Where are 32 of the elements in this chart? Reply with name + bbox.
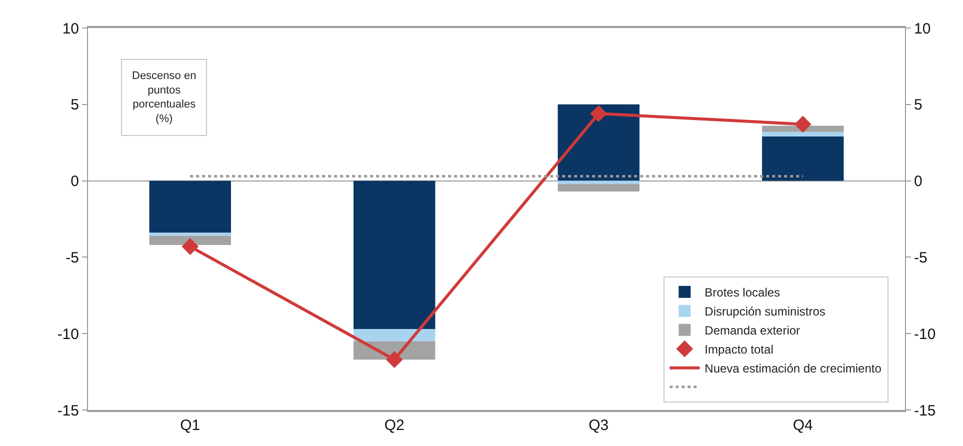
y-tick-label: 10 bbox=[62, 20, 79, 38]
bar bbox=[149, 180, 231, 233]
bar bbox=[149, 232, 231, 236]
y-tick-label: 0 bbox=[70, 173, 79, 190]
y2-tick-label: 5 bbox=[914, 96, 922, 114]
y2-tick-label: -10 bbox=[914, 326, 936, 343]
bar bbox=[762, 132, 844, 136]
bar bbox=[354, 329, 436, 342]
x-tick-label: Q3 bbox=[588, 416, 609, 434]
legend-label: Brotes locales bbox=[704, 286, 780, 300]
legend-label: Nueva estimación de crecimiento bbox=[704, 362, 882, 376]
bar bbox=[762, 136, 844, 181]
legend-label: Disrupción suministros bbox=[704, 304, 826, 319]
y-tick-label: -5 bbox=[66, 249, 79, 266]
bar bbox=[558, 184, 640, 192]
y2-tick-label: 0 bbox=[914, 173, 922, 190]
x-tick-label: Q4 bbox=[792, 416, 813, 434]
bar bbox=[558, 104, 640, 181]
x-tick-label: Q2 bbox=[384, 416, 404, 434]
legend-label: Impacto total bbox=[704, 342, 774, 357]
bar bbox=[354, 180, 436, 330]
x-tick-label: Q1 bbox=[180, 416, 200, 434]
annotation: Descenso en puntos porcentuales (%) bbox=[132, 70, 196, 125]
y-tick-label: -15 bbox=[57, 402, 79, 420]
y2-tick-label: -15 bbox=[914, 402, 936, 420]
y2-tick-label: -5 bbox=[914, 249, 928, 266]
y-tick-label: -10 bbox=[57, 326, 79, 343]
legend-label: Demanda exterior bbox=[704, 324, 800, 338]
bar bbox=[149, 236, 231, 245]
y2-tick-label: 10 bbox=[914, 20, 931, 38]
bar bbox=[558, 180, 640, 184]
y-tick-label: 5 bbox=[70, 96, 79, 114]
